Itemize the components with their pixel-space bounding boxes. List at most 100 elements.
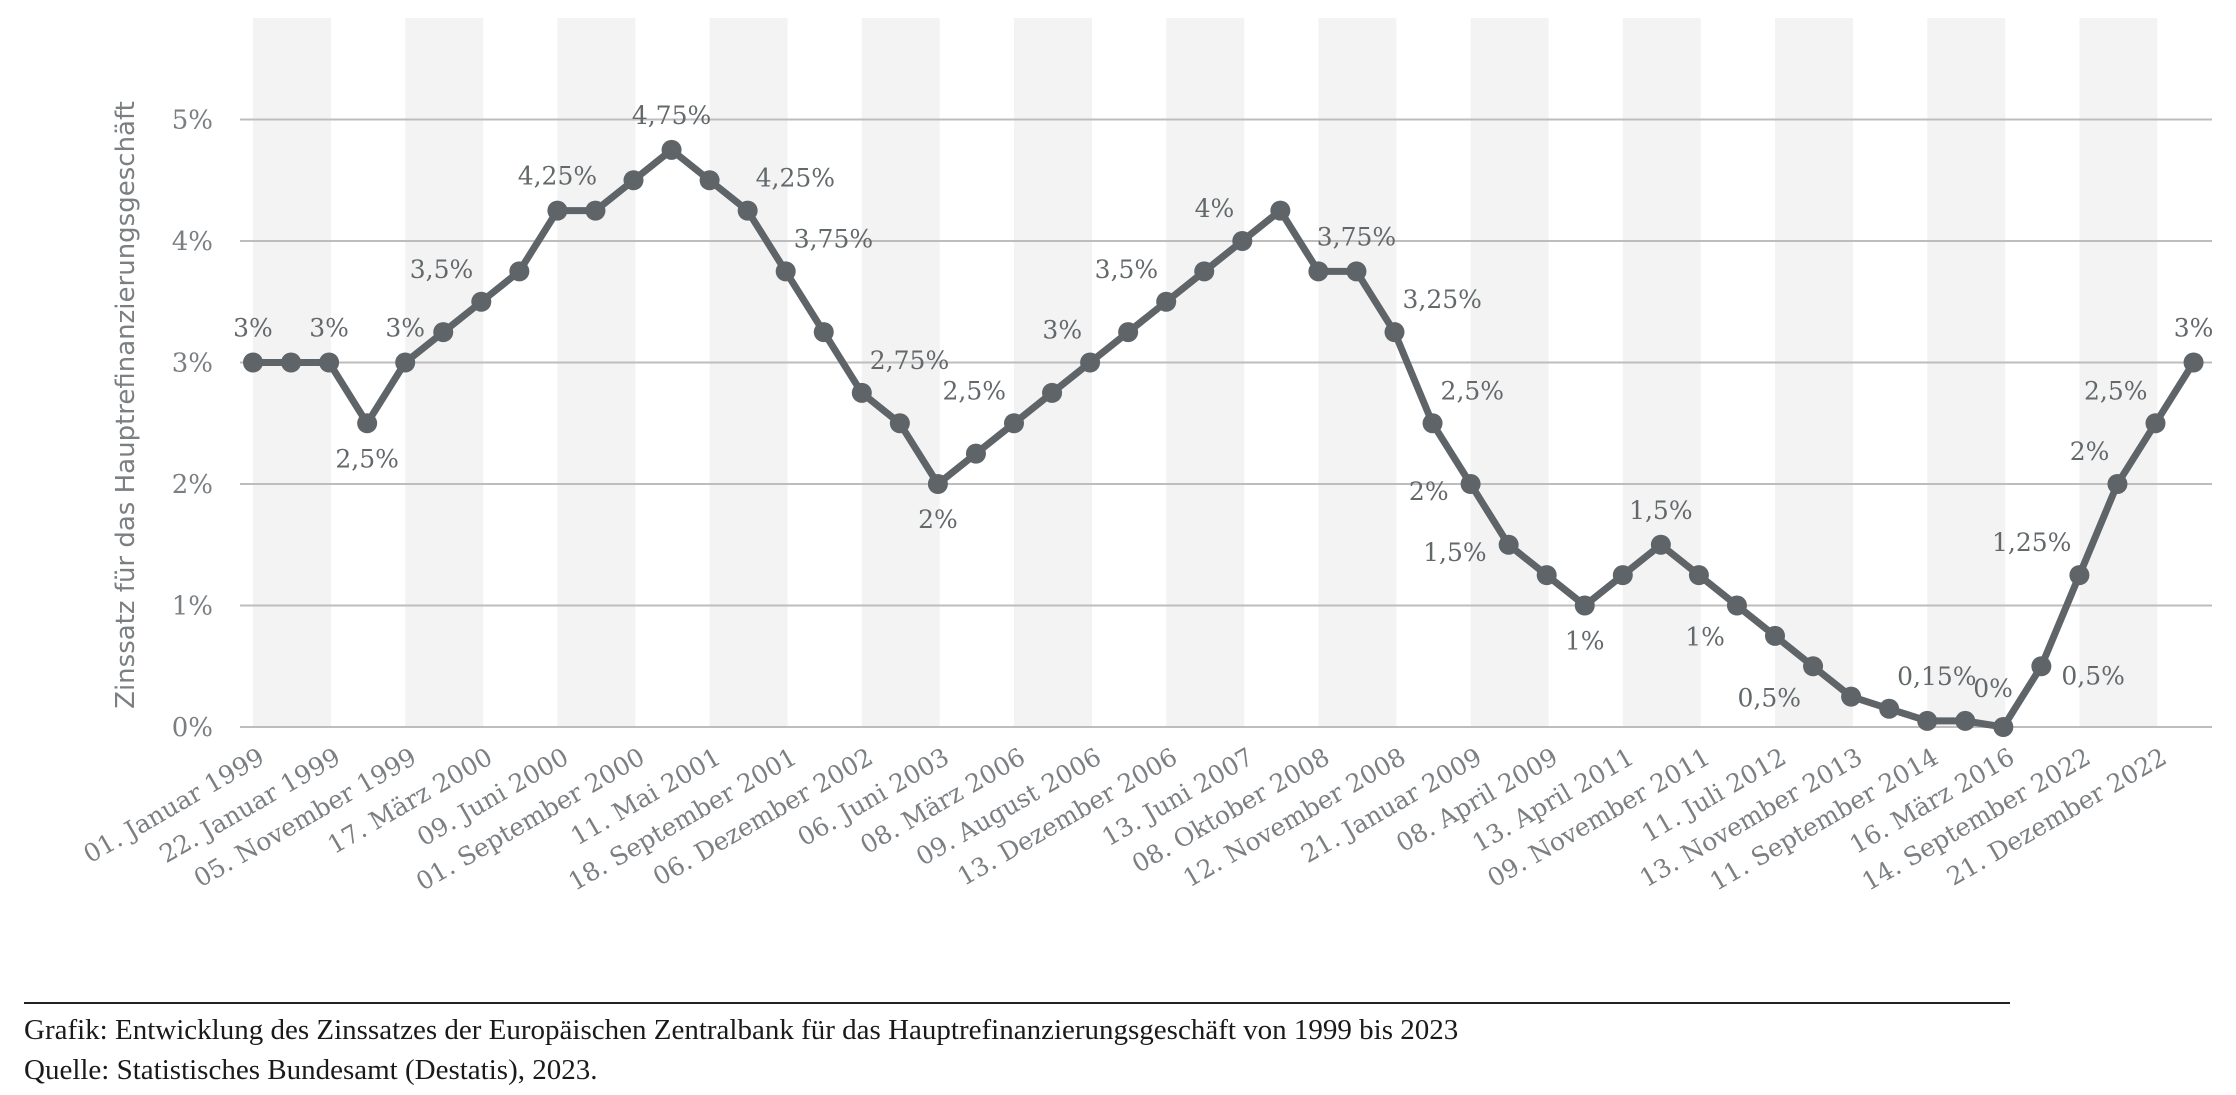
data-point [1346,261,1367,282]
data-label: 1,25% [1992,528,2071,557]
data-point [661,139,682,160]
data-label: 2,5% [2084,376,2148,405]
band [405,18,484,727]
data-point [1232,231,1253,251]
line-chart: 0% 1% 2% 3% 4% 5% Zinssatz für das Hauptrefin… [78,18,2213,896]
data-label: 0,5% [1738,683,1802,712]
data-point [1803,656,1824,677]
band [1318,18,1397,727]
data-point [1422,413,1443,434]
data-point [433,322,454,343]
data-label: 2,5% [942,376,1006,405]
data-point [927,474,948,494]
data-label: 2% [2070,437,2110,466]
caption-title: Grafik: Entwicklung des Zinssatzes der E… [24,1014,1459,1046]
data-label: 1,5% [1423,538,1487,567]
data-point [1194,261,1215,282]
data-point [585,200,606,221]
data-point [395,352,416,373]
band [253,18,331,727]
data-label: 4% [1195,194,1235,223]
data-point [1270,200,1291,221]
data-label: 2,75% [870,346,949,375]
band [861,18,940,727]
y-tick-label: 3% [172,349,213,379]
data-point [2107,474,2128,494]
band [1622,18,1701,727]
data-point [2069,565,2090,586]
data-label: 2% [918,505,958,534]
data-label: 1,5% [1629,496,1693,525]
data-point [623,170,644,191]
data-point [813,322,834,343]
data-point [775,261,796,282]
figure-caption: Grafik: Entwicklung des Zinssatzes der E… [24,1002,2010,1090]
data-label: 3,5% [1095,255,1159,284]
data-label: 3% [385,314,425,343]
data-label: 1% [1565,627,1605,656]
data-label: 3% [309,314,349,343]
data-point [699,170,720,191]
data-point [1612,565,1633,586]
data-point [1384,322,1405,343]
caption-source: Quelle: Statistisches Bundesamt (Destati… [24,1054,598,1086]
data-point [1460,474,1481,494]
data-point [281,352,302,373]
series-polyline [249,146,2198,731]
data-label: 3% [233,314,273,343]
band [709,18,788,727]
data-label: 3,75% [794,224,873,253]
data-point [357,413,378,434]
data-label: 0% [1973,674,2013,703]
data-point [1650,534,1671,555]
data-point [2183,352,2204,373]
band [2079,18,2158,727]
data-label: 4,75% [632,101,711,130]
data-point [1879,698,1900,719]
data-label: 1% [1685,623,1725,652]
data-point [1004,413,1024,434]
data-label: 3,25% [1403,285,1482,314]
data-point [851,382,872,403]
data-label: 0,5% [2061,661,2125,690]
data-point [471,291,492,312]
band [1470,18,1549,727]
data-labels: 3% 3%2,5%3%3,5%4,25%4,75%4,25%3,75%2,75%2… [233,101,2213,712]
data-point [1955,710,1976,731]
data-point [1118,322,1139,343]
y-tick-label: 1% [172,592,213,622]
data-point [1498,534,1519,555]
data-label: 4,25% [518,162,597,191]
data-point [1841,686,1862,707]
y-tick-label: 4% [172,227,213,257]
data-label: 4,25% [756,164,835,193]
data-point [1308,261,1329,282]
y-axis-title: Zinssatz für das Hauptrefinanzierungsges… [111,101,141,709]
series-line [249,146,2198,731]
y-axis-ticks: 0% 1% 2% 3% 4% 5% [172,106,213,744]
data-point [1765,625,1785,646]
data-label: 2% [1409,477,1449,506]
data-point [547,200,568,221]
data-point [1917,710,1938,731]
band [1927,18,2006,727]
data-label: 2,5% [335,444,399,473]
data-label: 3,75% [1317,222,1396,251]
background-bands [253,18,2158,727]
data-point [1536,565,1557,586]
data-point [509,261,530,282]
band [1166,18,1245,727]
data-point [1726,595,1747,616]
y-tick-label: 0% [172,713,213,743]
data-point [889,413,910,434]
data-label: 3% [1042,316,1082,345]
data-point [2145,413,2166,434]
data-label: 0,15% [1897,662,1976,691]
data-point [965,443,986,464]
data-point [1042,382,1063,403]
y-tick-label: 5% [172,106,213,136]
data-point [1993,717,2014,737]
series-points [243,139,2204,737]
band [557,18,636,727]
